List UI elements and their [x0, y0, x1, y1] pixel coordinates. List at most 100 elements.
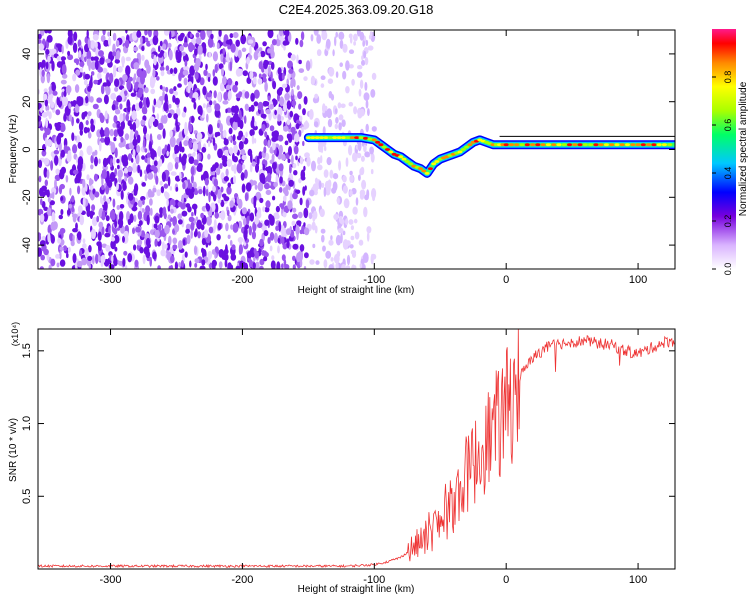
noise-speck — [148, 141, 152, 152]
noise-speck — [363, 144, 367, 153]
noise-speck — [79, 61, 85, 67]
noise-speck — [292, 264, 296, 269]
y-tick-label: 1.0 — [21, 416, 33, 431]
noise-speck — [328, 67, 335, 77]
noise-speck — [42, 93, 48, 101]
noise-speck — [100, 35, 106, 42]
noise-speck — [245, 217, 250, 226]
noise-speck — [313, 121, 319, 128]
noise-speck — [366, 226, 372, 234]
noise-speck — [39, 213, 45, 223]
noise-speck — [127, 153, 133, 161]
noise-speck — [96, 97, 103, 103]
noise-speck — [88, 177, 93, 187]
noise-speck — [137, 210, 143, 220]
noise-speck — [211, 259, 217, 267]
noise-speck — [299, 259, 303, 268]
noise-speck — [292, 243, 299, 250]
noise-speck — [51, 82, 56, 92]
noise-speck — [47, 232, 51, 243]
noise-speck — [273, 232, 278, 244]
signal-blob — [635, 143, 641, 147]
y-tick-label: 40 — [21, 48, 33, 60]
noise-speck — [162, 114, 168, 124]
noise-speck — [148, 191, 155, 198]
noise-speck — [170, 255, 175, 263]
signal-blob — [609, 143, 615, 147]
noise-speck — [276, 88, 283, 96]
noise-speck — [305, 60, 311, 72]
noise-speck — [168, 103, 172, 109]
noise-speck — [346, 254, 351, 266]
noise-speck — [113, 129, 119, 138]
noise-speck — [237, 220, 243, 229]
noise-speck — [90, 228, 96, 240]
noise-speck — [259, 172, 266, 184]
noise-speck — [308, 212, 313, 220]
noise-speck — [108, 36, 112, 47]
noise-speck — [50, 48, 57, 55]
noise-speck — [136, 52, 141, 60]
colorbar-label: Normalized spectral amplitude — [738, 81, 749, 216]
noise-speck — [228, 127, 233, 135]
y-tick-label: 1.5 — [21, 343, 33, 358]
noise-speck — [114, 219, 118, 229]
signal-blob — [319, 136, 325, 140]
noise-speck — [327, 118, 333, 128]
noise-speck — [273, 99, 278, 106]
noise-speck — [252, 125, 258, 131]
signal-blob — [614, 143, 620, 147]
noise-speck — [163, 101, 169, 112]
noise-speck — [182, 153, 187, 161]
noise-speck — [92, 216, 98, 227]
noise-speck — [298, 178, 302, 184]
noise-speck — [233, 144, 239, 154]
noise-speck — [38, 232, 41, 237]
noise-speck — [292, 207, 297, 213]
noise-speck — [183, 77, 188, 86]
noise-speck — [193, 91, 199, 99]
noise-speck — [212, 137, 216, 147]
noise-speck — [87, 255, 93, 261]
noise-speck — [93, 56, 99, 61]
noise-speck — [282, 211, 287, 218]
noise-speck — [233, 112, 239, 123]
noise-speck — [149, 78, 155, 89]
noise-speck — [239, 244, 244, 255]
noise-speck — [144, 174, 148, 182]
noise-speck — [93, 173, 98, 182]
noise-speck — [288, 146, 292, 156]
noise-speck — [316, 49, 322, 57]
noise-speck — [98, 211, 103, 216]
noise-speck — [311, 221, 316, 231]
noise-speck — [109, 128, 114, 137]
noise-speck — [338, 31, 345, 40]
noise-speck — [71, 206, 75, 213]
noise-speck — [50, 258, 56, 267]
noise-speck — [67, 35, 73, 45]
signal-blob — [375, 140, 381, 144]
noise-speck — [241, 47, 247, 52]
noise-speck — [257, 52, 261, 58]
noise-speck — [63, 114, 67, 122]
x-tick-label: 100 — [629, 574, 647, 586]
noise-speck — [103, 195, 107, 202]
noise-speck — [90, 164, 94, 170]
signal-blob — [345, 136, 351, 140]
noise-speck — [264, 166, 271, 172]
noise-speck — [105, 227, 109, 233]
noise-speck — [286, 78, 290, 86]
noise-speck — [196, 132, 203, 140]
noise-speck — [62, 245, 68, 252]
noise-speck — [218, 30, 222, 37]
noise-speck — [341, 119, 346, 127]
noise-speck — [361, 179, 367, 190]
noise-speck — [59, 259, 66, 267]
noise-speck — [214, 212, 219, 219]
noise-speck — [225, 222, 229, 232]
noise-speck — [353, 218, 358, 224]
noise-speck — [348, 145, 353, 156]
signal-blob — [582, 143, 588, 147]
noise-speck — [87, 132, 92, 139]
noise-speck — [265, 200, 271, 209]
